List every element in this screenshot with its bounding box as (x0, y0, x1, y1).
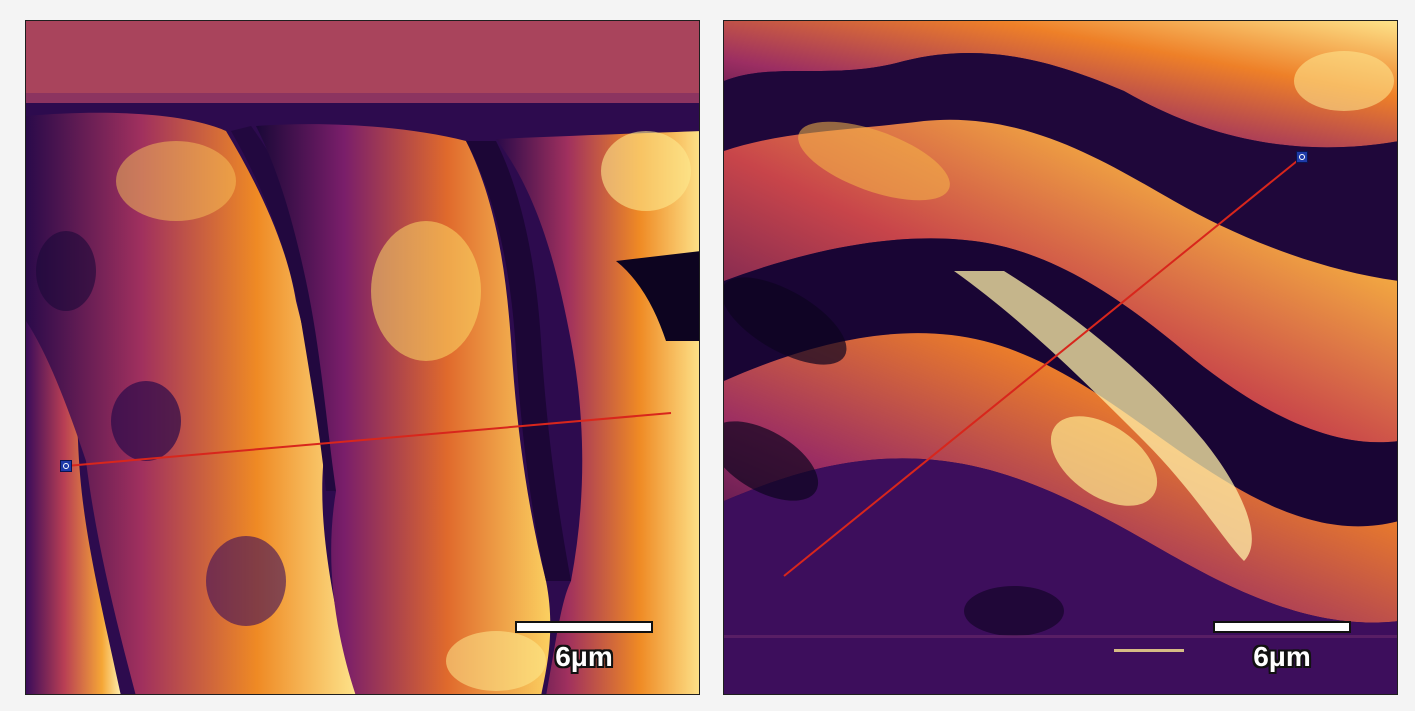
afm-image-left: 6μm (25, 20, 700, 695)
scale-bar-label-left: 6μm (555, 641, 613, 672)
afm-topography-right (724, 21, 1397, 694)
scale-bar-right (1213, 621, 1351, 633)
profile-line-right (783, 156, 1303, 577)
profile-line-left (65, 412, 672, 467)
profile-start-marker-left[interactable] (60, 460, 72, 472)
profile-start-marker-right[interactable] (1296, 151, 1308, 163)
scale-bar-label-right: 6μm (1253, 641, 1311, 672)
scale-bar-left (515, 621, 653, 633)
afm-topography-left (26, 21, 699, 694)
afm-image-right: 6μm (723, 20, 1398, 695)
